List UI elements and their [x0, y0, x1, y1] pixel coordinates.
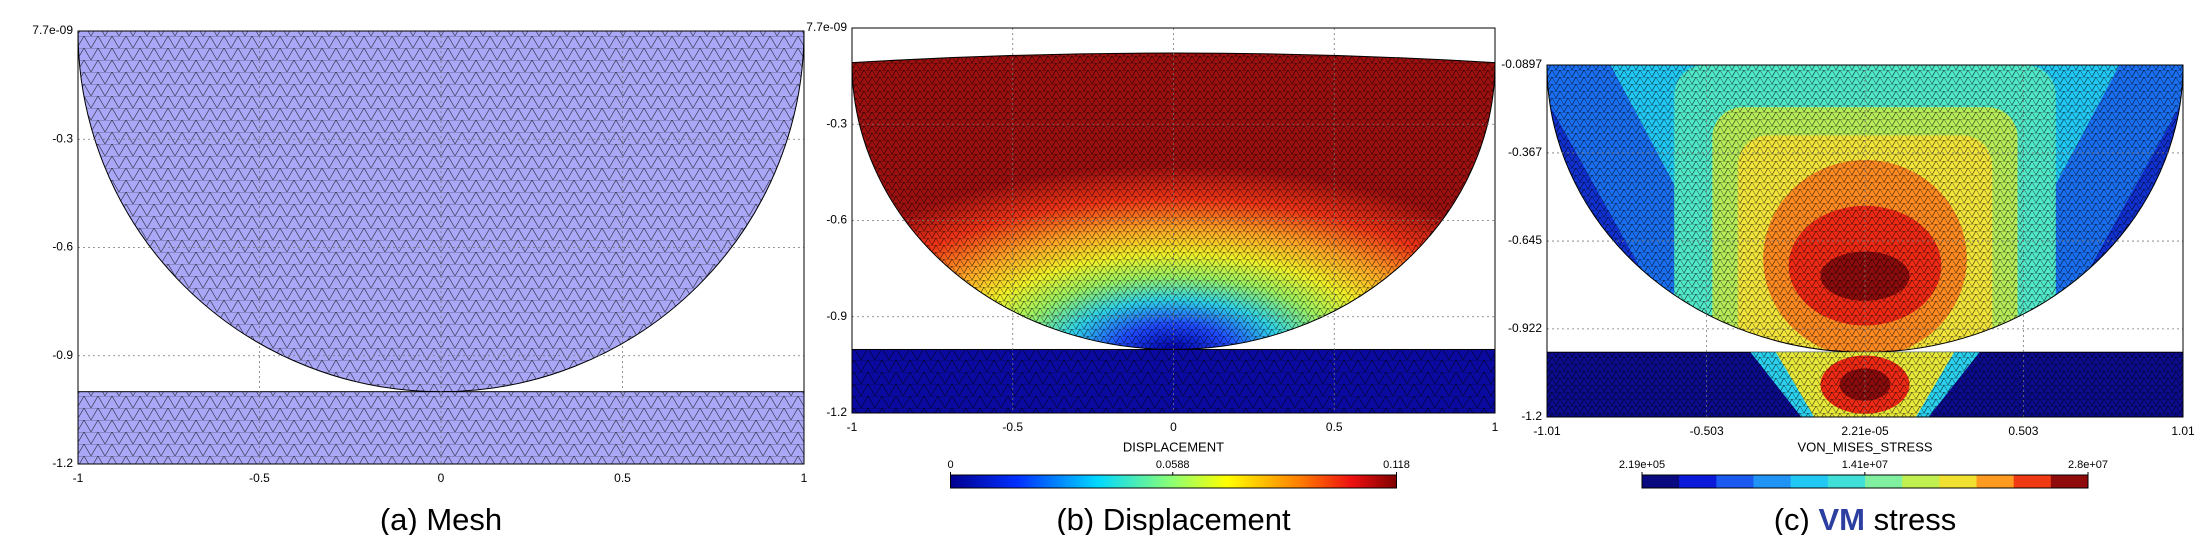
x-tick-label: -1	[847, 420, 858, 434]
x-tick-label: -1	[73, 471, 84, 485]
plot-frame	[1546, 64, 2184, 418]
y-tick-label: -0.3	[52, 131, 73, 145]
colorbar-swatch	[1790, 475, 1829, 488]
colorbar-tick-label: 2.8e+07	[2068, 459, 2108, 471]
y-tick-label: 7.7e-09	[806, 20, 847, 34]
y-tick-label: -0.0897	[1501, 57, 1542, 71]
y-tick-label: -0.6	[826, 213, 847, 227]
x-tick-label: -0.5	[1002, 420, 1023, 434]
y-tick-label: -1.2	[1521, 409, 1542, 423]
mesh-lines	[852, 53, 1495, 350]
x-axis-label: DISPLACEMENT	[1123, 439, 1224, 454]
y-tick-label: -0.3	[826, 116, 847, 130]
x-tick-label: 0.503	[2008, 424, 2038, 438]
colorbar-swatch	[1865, 475, 1903, 488]
x-tick-label: 1	[801, 471, 808, 485]
x-tick-label: 1	[1492, 420, 1499, 434]
y-tick-label: -0.6	[52, 240, 73, 254]
colorbar-swatch	[1679, 475, 1717, 488]
panel: 7.7e-09 -0.3 -0.6 -0.9 -1.2-1 -0.5 0 0.5 1 DISPLA…	[806, 20, 1498, 535]
colorbar-swatch	[1753, 475, 1792, 488]
caption-part: (c)	[1774, 502, 1810, 535]
x-tick-label: 2.21e-05	[1841, 424, 1889, 438]
caption-part: stress	[1874, 502, 1957, 535]
colorbar-swatch	[2050, 475, 2089, 488]
mesh-lines	[852, 349, 1495, 413]
y-tick-label: 7.7e-09	[32, 23, 73, 37]
caption-part: (a)	[380, 502, 418, 535]
x-tick-label: 0	[1170, 420, 1177, 434]
colorbar-tick-label: 0.0588	[1156, 459, 1190, 471]
colorbar-swatch	[1716, 475, 1754, 488]
colorbar-tick-label: 0.118	[1383, 459, 1410, 471]
caption-part: Displacement	[1103, 502, 1291, 535]
x-tick-label: 0	[438, 471, 445, 485]
caption: (a) Mesh	[380, 502, 502, 535]
colorbar-tick-label: 0	[947, 459, 953, 471]
caption-part: (b)	[1056, 502, 1094, 535]
plot-frame	[851, 27, 1496, 414]
colorbar-tick-label: 2.19e+05	[1619, 459, 1665, 471]
colorbar-swatch	[1902, 475, 1940, 488]
x-tick-label: -0.503	[1690, 424, 1724, 438]
y-tick-label: -0.367	[1508, 145, 1542, 159]
colorbar-tick-label: 1.41e+07	[1842, 459, 1888, 471]
panel: 7.7e-09 -0.3 -0.6 -0.9 -1.2-1 -0.5 0 0.5 1 (a) Me…	[32, 23, 807, 535]
x-axis-label: VON_MISES_STRESS	[1797, 439, 1932, 454]
x-tick-label: 0.5	[1326, 420, 1343, 434]
colorbar-swatch	[1827, 475, 1866, 488]
y-tick-label: -1.2	[826, 405, 847, 419]
y-tick-label: -0.9	[826, 309, 847, 323]
panel: -0.0897 -0.367 -0.645 -0.922 -1.2-1.01 -0.503…	[1501, 57, 2195, 535]
x-tick-label: -0.5	[249, 471, 270, 485]
y-tick-label: -0.9	[52, 348, 73, 362]
x-tick-label: -1.01	[1533, 424, 1561, 438]
x-tick-label: 0.5	[614, 471, 631, 485]
caption: (b) Displacement	[1056, 502, 1291, 535]
colorbar-swatch	[1976, 475, 2015, 488]
caption: (c) VM stress	[1774, 502, 1957, 535]
colorbar-swatch	[1642, 475, 1680, 488]
y-tick-label: -0.645	[1508, 233, 1542, 247]
colorbar-frame	[950, 474, 1397, 489]
y-tick-label: -1.2	[52, 456, 73, 470]
colorbar-gradient	[950, 475, 1397, 488]
colorbar-swatch	[2013, 475, 2052, 488]
plot-frame	[77, 30, 805, 465]
mesh-lines	[1546, 64, 2184, 353]
x-tick-label: 1.01	[2171, 424, 2195, 438]
caption-part: VM	[1818, 502, 1865, 535]
y-tick-label: -0.922	[1508, 321, 1542, 335]
colorbar-swatch	[1939, 475, 1977, 488]
caption-part: Mesh	[426, 502, 502, 535]
